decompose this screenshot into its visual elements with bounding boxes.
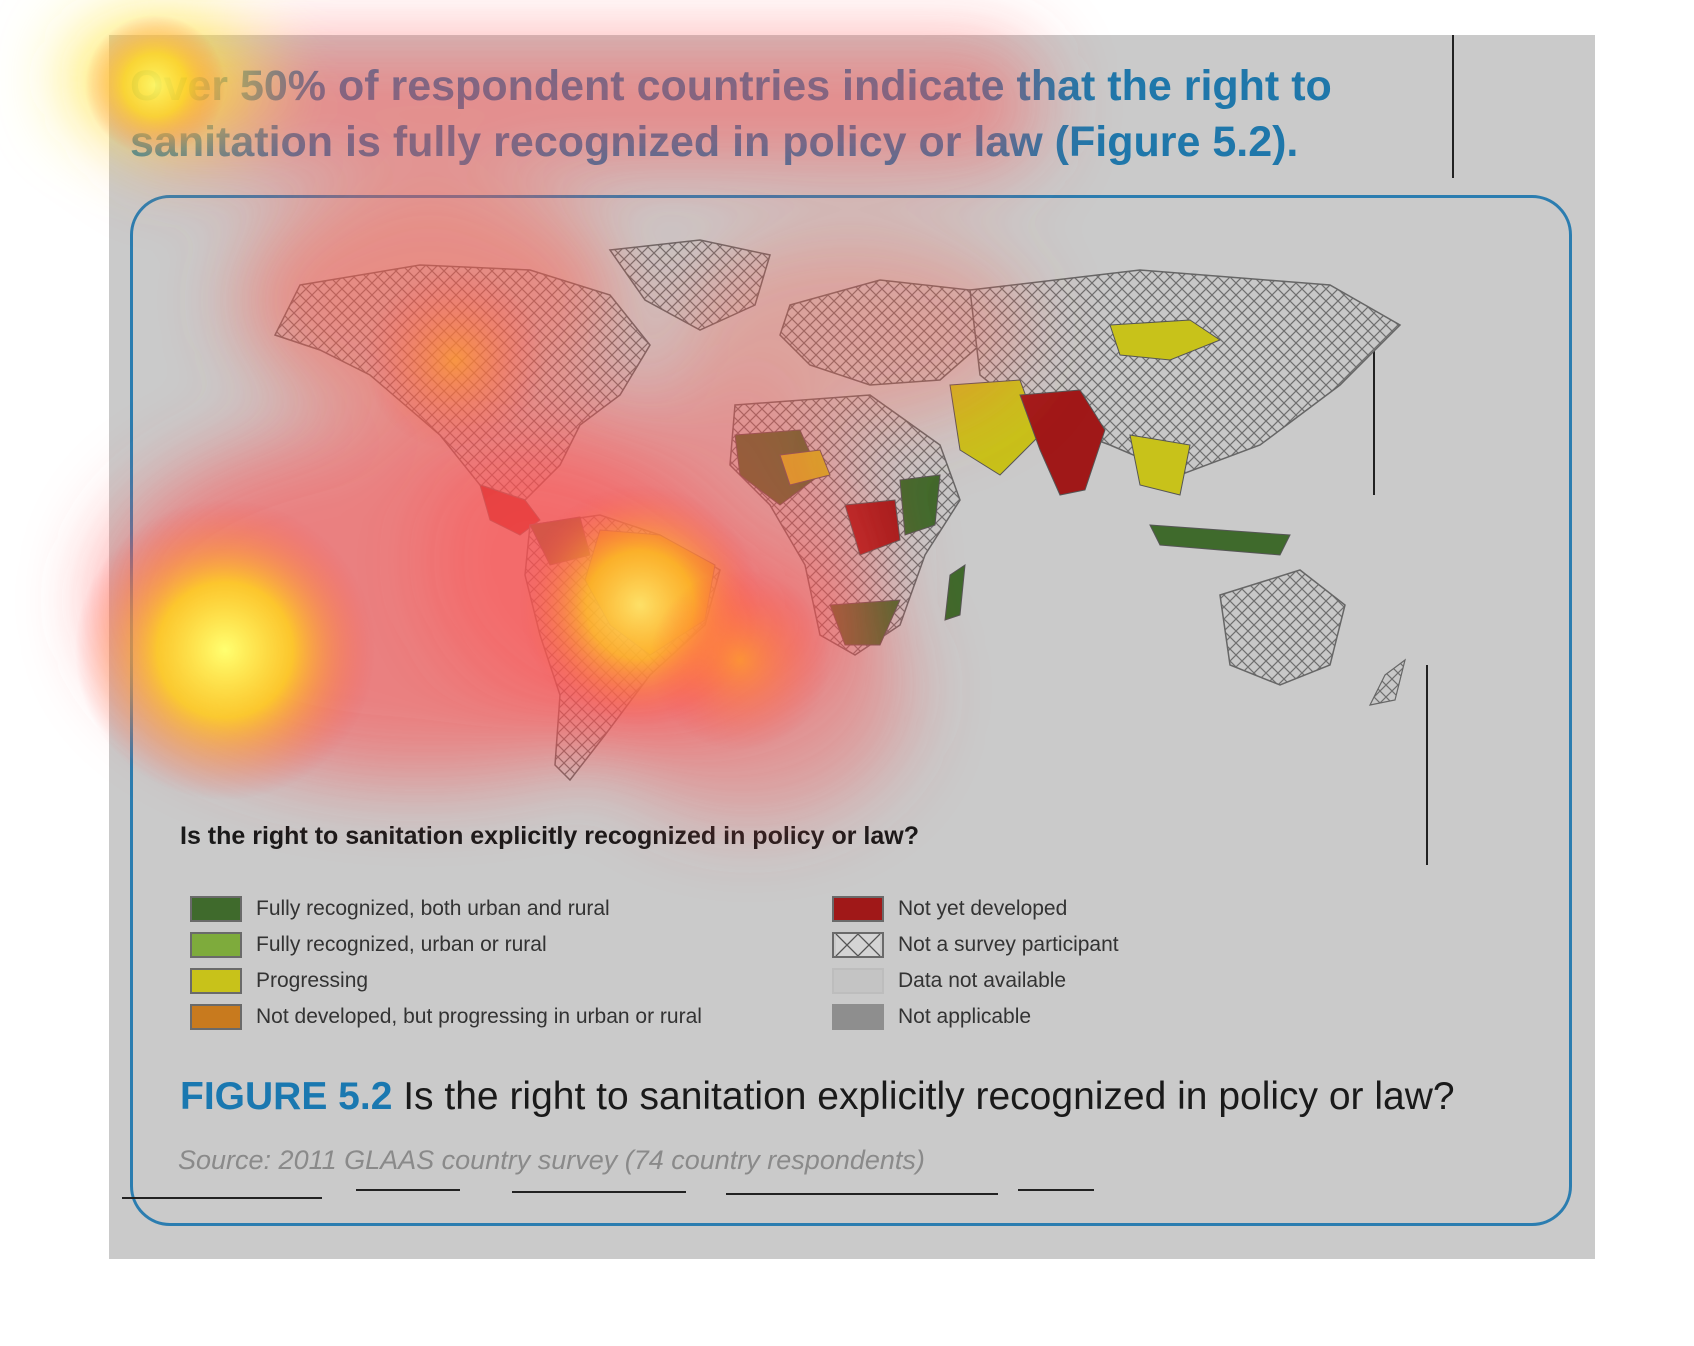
madagascar-shape bbox=[944, 563, 966, 621]
annotation-underline bbox=[356, 1189, 460, 1191]
legend-item-progressing: Progressing bbox=[190, 966, 368, 996]
annotation-underline bbox=[1018, 1189, 1094, 1191]
legend-label: Not yet developed bbox=[898, 897, 1068, 920]
indonesia-shape bbox=[1149, 524, 1291, 556]
greenland-shape bbox=[608, 239, 771, 331]
annotation-vertical-line bbox=[1373, 350, 1375, 495]
legend-swatch bbox=[832, 1004, 884, 1030]
legend-swatch bbox=[190, 1004, 242, 1030]
new-zealand-shape bbox=[1368, 658, 1406, 706]
legend-swatch bbox=[832, 968, 884, 994]
legend-item-not-yet-developed: Not yet developed bbox=[832, 894, 1067, 924]
annotation-underline bbox=[512, 1191, 686, 1193]
figure-caption-text: Is the right to sanitation explicitly re… bbox=[392, 1075, 1455, 1118]
figure-caption: FIGURE 5.2 Is the right to sanitation ex… bbox=[180, 1075, 1455, 1119]
figure-number: FIGURE 5.2 bbox=[180, 1075, 393, 1118]
legend-label: Data not available bbox=[898, 969, 1067, 992]
annotation-underline bbox=[122, 1197, 322, 1199]
legend-swatch-hatch bbox=[832, 932, 884, 958]
europe-shape bbox=[779, 279, 981, 386]
annotation-vertical-line bbox=[1452, 35, 1454, 178]
annotation-vertical-line bbox=[1426, 665, 1428, 865]
australia-shape bbox=[1219, 569, 1346, 686]
legend-item-not-applicable: Not applicable bbox=[832, 1002, 1031, 1032]
legend-label: Not a survey participant bbox=[898, 933, 1119, 956]
legend-label: Fully recognized, both urban and rural bbox=[256, 897, 610, 920]
legend-swatch bbox=[190, 932, 242, 958]
annotation-underline bbox=[726, 1193, 998, 1195]
legend-label: Fully recognized, urban or rural bbox=[256, 933, 547, 956]
legend-swatch bbox=[190, 968, 242, 994]
legend-item-fully-both: Fully recognized, both urban and rural bbox=[190, 894, 610, 924]
source-note: Source: 2011 GLAAS country survey (74 co… bbox=[178, 1145, 925, 1175]
headline-text: Over 50% of respondent countries indicat… bbox=[130, 62, 1332, 166]
north-america-shape bbox=[273, 264, 651, 501]
world-map bbox=[273, 239, 1406, 782]
legend-label: Not applicable bbox=[898, 1005, 1032, 1028]
legend-swatch bbox=[832, 896, 884, 922]
southeast-asia-shape bbox=[1129, 434, 1191, 496]
legend-swatch bbox=[190, 896, 242, 922]
legend-label: Progressing bbox=[256, 969, 369, 992]
mongolia-shape bbox=[1109, 319, 1222, 361]
legend-item-fully-one: Fully recognized, urban or rural bbox=[190, 930, 547, 960]
legend-item-not-developed-progressing: Not developed, but progressing in urban … bbox=[190, 1002, 702, 1032]
legend-label: Not developed, but progressing in urban … bbox=[256, 1005, 702, 1028]
india-region-shape bbox=[1019, 389, 1106, 496]
legend-title: Is the right to sanitation explicitly re… bbox=[180, 822, 920, 850]
legend-item-data-not-available: Data not available bbox=[832, 966, 1066, 996]
legend-item-not-participant: Not a survey participant bbox=[832, 930, 1119, 960]
east-africa-shape bbox=[899, 474, 941, 536]
